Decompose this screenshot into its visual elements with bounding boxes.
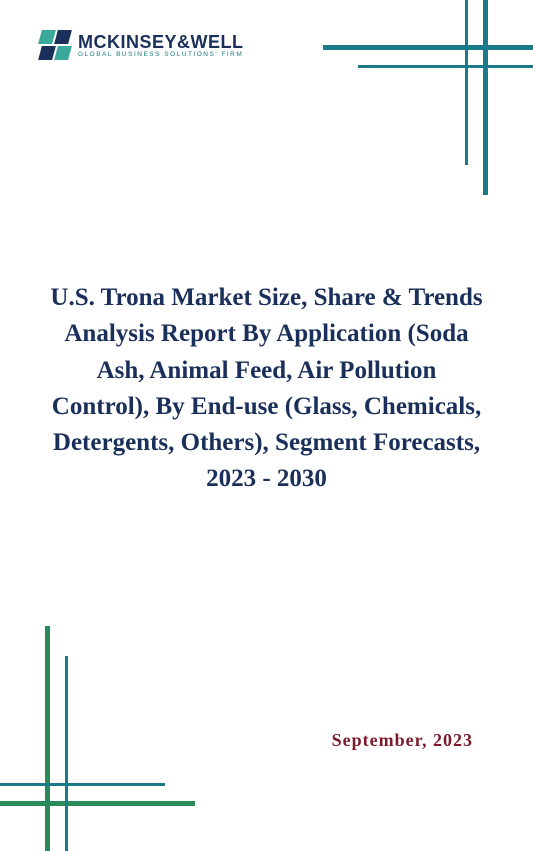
bl-inner-h <box>0 783 165 786</box>
logo-square-3 <box>38 46 56 60</box>
bl-outer-v <box>45 626 50 851</box>
tr-inner-v <box>465 0 468 165</box>
bl-outer-h <box>0 801 195 806</box>
logo-square-4 <box>54 46 72 60</box>
logo-square-2 <box>54 30 72 44</box>
corner-decoration-top-right <box>313 0 533 200</box>
tr-inner-h <box>358 65 533 68</box>
logo-text: MCKINSEY&WELL GLOBAL BUSINESS SOLUTIONS'… <box>78 32 244 58</box>
tr-outer-h <box>323 45 533 50</box>
logo-tagline: GLOBAL BUSINESS SOLUTIONS' FIRM <box>78 51 244 58</box>
logo-mark <box>40 30 70 60</box>
logo-company-name: MCKINSEY&WELL <box>78 32 244 53</box>
company-logo: MCKINSEY&WELL GLOBAL BUSINESS SOLUTIONS'… <box>40 30 244 60</box>
bl-inner-v <box>65 656 68 851</box>
tr-outer-v <box>483 0 488 195</box>
corner-decoration-bottom-left <box>0 621 200 851</box>
logo-square-1 <box>38 30 56 44</box>
report-date: September, 2023 <box>332 730 473 751</box>
report-title: U.S. Trona Market Size, Share & Trends A… <box>45 280 488 498</box>
